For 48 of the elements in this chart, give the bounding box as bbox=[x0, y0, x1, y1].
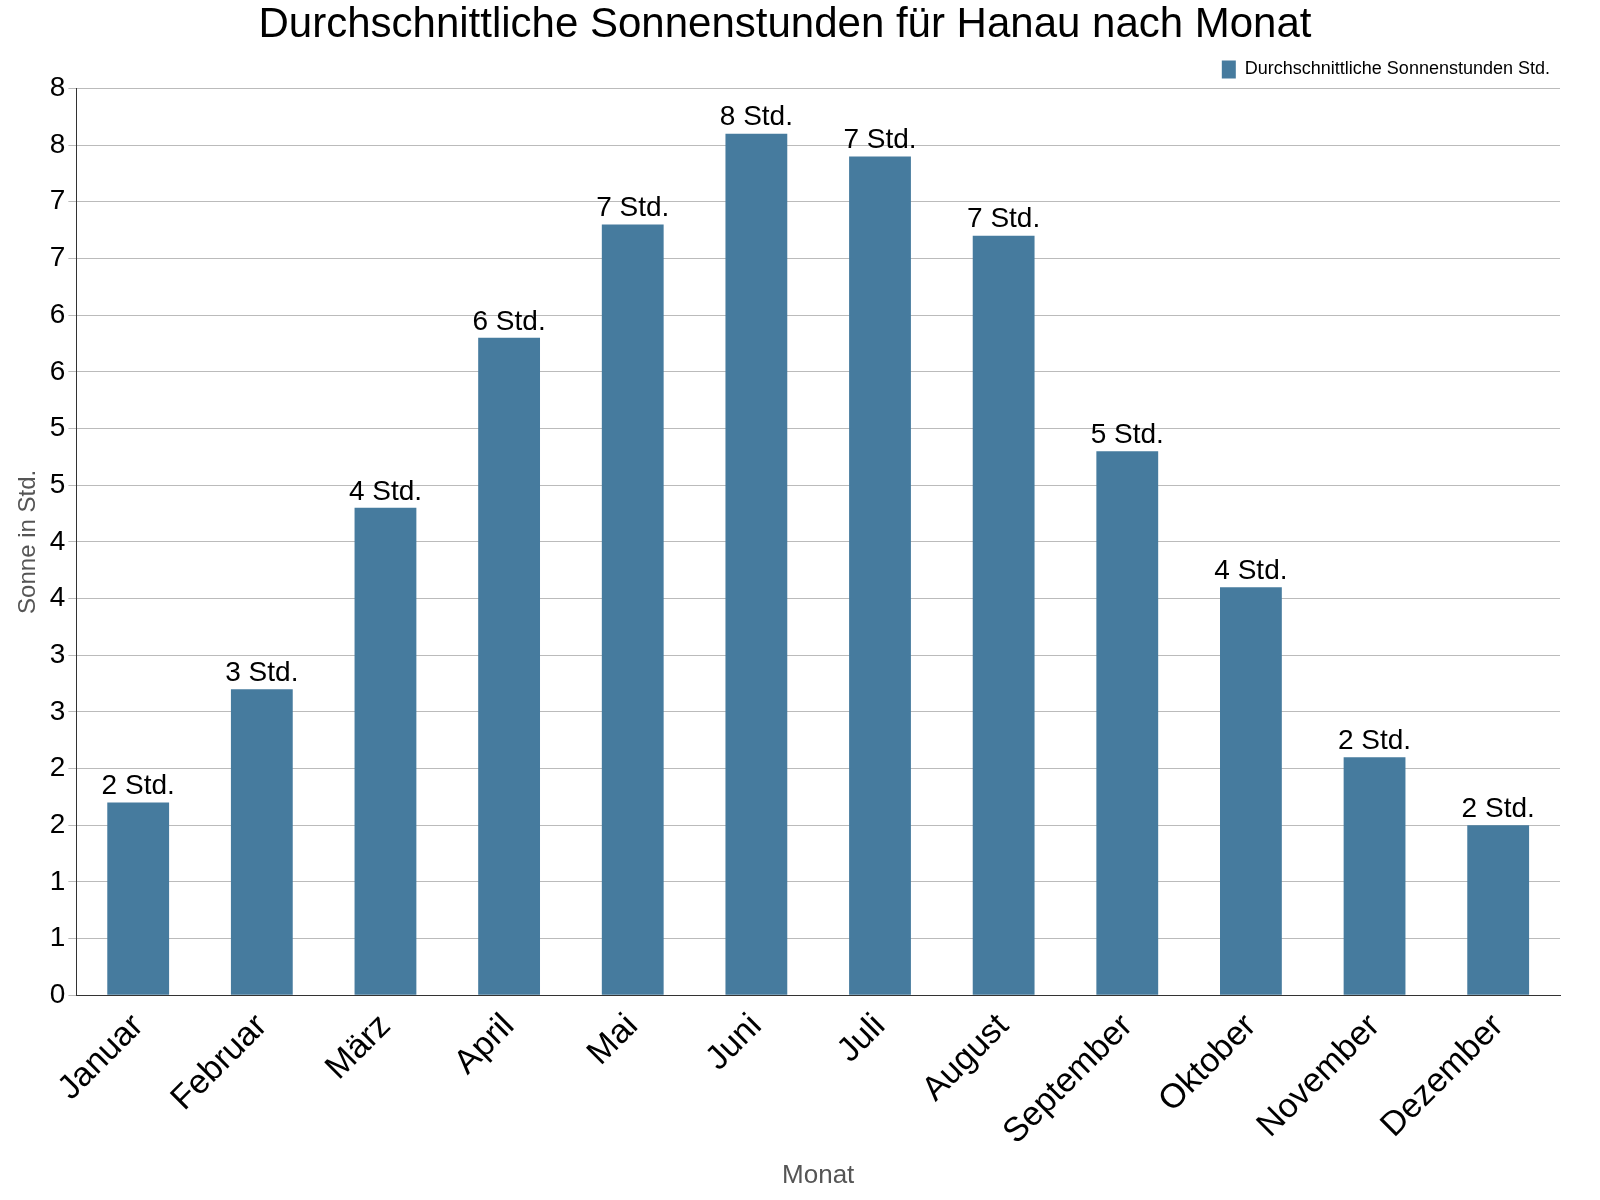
y-tick-label: 5 bbox=[49, 411, 66, 443]
data-label: 2 Std. bbox=[1461, 792, 1535, 824]
bar bbox=[849, 156, 911, 995]
data-label: 2 Std. bbox=[101, 769, 175, 801]
y-tick-label: 1 bbox=[49, 921, 66, 953]
y-tick-label: 0 bbox=[49, 978, 66, 1010]
data-label: 2 Std. bbox=[1337, 723, 1412, 755]
x-axis-title: Monat bbox=[782, 1158, 856, 1189]
data-label: 3 Std. bbox=[225, 655, 299, 687]
data-label: 7 Std. bbox=[596, 191, 670, 223]
data-label: 8 Std. bbox=[719, 100, 793, 132]
bar bbox=[725, 133, 788, 995]
y-tick-label: 2 bbox=[49, 808, 66, 840]
bar bbox=[230, 689, 293, 995]
bar bbox=[1343, 757, 1406, 995]
y-tick-label: 7 bbox=[49, 184, 66, 216]
data-label: 5 Std. bbox=[1090, 417, 1164, 449]
chart-title: Durchschnittliche Sonnenstunden für Hanau nach Monat bbox=[258, 0, 1312, 46]
legend-label: Durchschnittliche Sonnenstunden Std. bbox=[1244, 58, 1551, 79]
y-tick-label: 5 bbox=[49, 467, 66, 499]
x-tick-label: Juli bbox=[828, 1005, 892, 1069]
y-tick-label: 7 bbox=[49, 241, 66, 273]
data-label: 7 Std. bbox=[967, 202, 1041, 234]
x-tick-label: Juni bbox=[696, 1005, 768, 1077]
data-label: 6 Std. bbox=[472, 304, 546, 336]
y-tick-label: 4 bbox=[49, 581, 66, 613]
bar bbox=[107, 802, 170, 995]
bar bbox=[1220, 587, 1282, 995]
bar bbox=[354, 507, 417, 995]
y-axis-title: Sonne in Std. bbox=[13, 469, 41, 614]
y-tick-label: 3 bbox=[49, 637, 66, 669]
y-tick-label: 6 bbox=[49, 354, 66, 386]
data-label: 4 Std. bbox=[348, 474, 423, 506]
bar bbox=[601, 224, 664, 995]
bar bbox=[478, 337, 541, 995]
bar bbox=[1467, 825, 1530, 995]
bar bbox=[972, 235, 1035, 995]
data-label: 4 Std. bbox=[1214, 553, 1288, 585]
data-label: 7 Std. bbox=[843, 123, 917, 155]
y-tick-label: 4 bbox=[49, 524, 66, 556]
x-tick-label: Mai bbox=[578, 1005, 645, 1072]
y-tick-label: 6 bbox=[49, 297, 66, 329]
y-tick-label: 8 bbox=[49, 127, 66, 159]
y-tick-label: 8 bbox=[49, 71, 66, 103]
y-tick-label: 1 bbox=[49, 864, 66, 896]
y-tick-label: 3 bbox=[49, 694, 66, 726]
y-tick-label: 2 bbox=[49, 751, 66, 783]
bar bbox=[1096, 451, 1159, 995]
